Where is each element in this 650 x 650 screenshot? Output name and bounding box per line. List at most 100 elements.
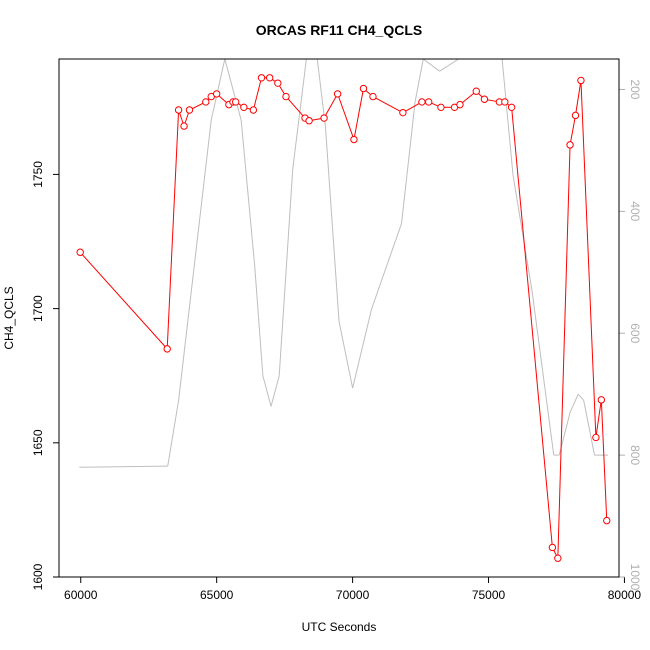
data-point — [249, 106, 258, 114]
data-point — [566, 141, 574, 149]
y2-tick-label: 400 — [628, 201, 642, 221]
data-point — [185, 106, 194, 114]
x-tick-label: 65000 — [200, 588, 234, 602]
data-point — [548, 543, 557, 552]
data-point — [282, 92, 290, 101]
series-1-segment — [577, 393, 585, 401]
data-point — [507, 103, 516, 112]
series-0-segment — [511, 107, 553, 548]
y-tick-label: 1750 — [31, 161, 45, 188]
data-point — [305, 117, 313, 125]
data-point — [231, 98, 240, 106]
data-point — [399, 108, 407, 117]
series-1-segment — [270, 375, 280, 407]
x-tick-label: 80000 — [608, 588, 642, 602]
series-1-segment — [338, 320, 354, 389]
data-point — [425, 98, 433, 106]
series-0-segment — [580, 80, 597, 438]
series-0-segment — [600, 399, 608, 521]
series-layer — [76, 58, 611, 562]
series-0-segment — [569, 115, 576, 145]
x-axis-label: UTC Seconds — [302, 620, 377, 634]
data-point — [76, 248, 84, 256]
series-1-segment — [178, 119, 212, 401]
y-tick-label: 1650 — [31, 429, 45, 456]
series-1-segment — [414, 58, 424, 102]
data-point — [472, 87, 480, 95]
data-point — [174, 106, 183, 114]
plot-frame — [58, 58, 620, 578]
series-1-segment — [371, 223, 402, 310]
y2-tick-label: 800 — [628, 445, 642, 465]
series-1-segment — [167, 400, 180, 467]
series-1-segment — [278, 168, 294, 376]
series-1-segment — [401, 101, 416, 224]
y2-tick-label: 1000 — [628, 564, 642, 591]
y-axis-label: CH4_QCLS — [2, 286, 16, 349]
series-1-segment — [210, 58, 226, 121]
series-1-segment — [262, 375, 272, 407]
series-1 — [79, 58, 609, 468]
series-0-segment — [575, 80, 582, 116]
y-tick-label: 1600 — [31, 563, 45, 590]
series-1-segment — [254, 266, 264, 376]
series-1-segment — [79, 465, 168, 468]
series-1-segment — [324, 126, 340, 322]
series-1-segment — [240, 119, 256, 267]
data-point — [597, 396, 606, 404]
data-point — [180, 122, 188, 130]
data-point — [456, 100, 464, 109]
data-point — [359, 84, 368, 93]
series-0-segment — [595, 399, 602, 438]
series-0 — [76, 74, 611, 562]
series-0-segment — [285, 96, 306, 119]
series-0-segment — [353, 88, 364, 140]
series-1-segment — [501, 58, 514, 175]
data-point — [369, 92, 377, 101]
series-0-segment — [252, 77, 263, 111]
data-point — [571, 111, 580, 120]
data-point — [577, 76, 585, 85]
series-0-segment — [323, 93, 339, 119]
y2-axis: 200 400 600 800 1000 — [618, 79, 642, 591]
data-point — [240, 103, 248, 112]
data-point — [212, 90, 221, 98]
series-0-segment — [557, 144, 571, 559]
y2-tick-label: 600 — [628, 323, 642, 343]
data-point — [501, 98, 509, 106]
data-point — [418, 98, 426, 106]
series-1-segment — [224, 58, 242, 121]
data-point — [202, 98, 210, 106]
data-point — [603, 516, 611, 525]
x-tick-label: 60000 — [64, 588, 98, 602]
y-tick-label: 1700 — [31, 295, 45, 322]
series-1-segment — [512, 174, 533, 291]
x-tick-label: 70000 — [336, 588, 370, 602]
series-1-segment — [439, 58, 459, 72]
series-1-segment — [292, 58, 307, 169]
data-point — [163, 345, 171, 353]
y2-tick-label: 200 — [628, 79, 642, 99]
data-point — [554, 554, 562, 562]
series-0-segment — [372, 96, 404, 114]
series-1-segment — [583, 400, 596, 456]
series-1-segment — [422, 58, 440, 72]
series-1-segment — [352, 308, 373, 389]
y-axis: 1600 1650 1700 1750 — [31, 161, 60, 590]
series-1-segment — [531, 290, 555, 456]
data-point — [437, 103, 445, 112]
x-tick-label: 75000 — [472, 588, 506, 602]
data-point — [274, 79, 282, 87]
data-point — [480, 95, 489, 103]
chart-title: ORCAS RF11 CH4_QCLS — [256, 22, 422, 38]
data-point — [350, 135, 358, 144]
series-0-segment — [166, 109, 180, 349]
data-point — [257, 74, 266, 82]
data-point — [265, 74, 274, 82]
series-0-segment — [79, 251, 168, 350]
data-point — [592, 433, 600, 442]
data-point — [333, 90, 342, 98]
x-axis: 60000 65000 70000 75000 80000 — [64, 576, 642, 602]
data-point — [320, 114, 328, 122]
